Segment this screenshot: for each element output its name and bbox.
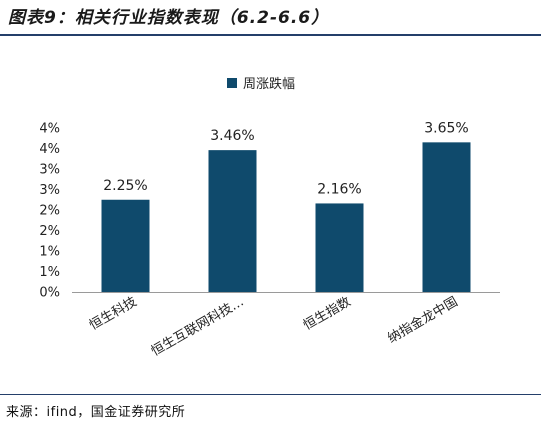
x-tick-label: 恒生互联网科技… [149,294,247,359]
source-note: 来源：ifind，国金证券研究所 [6,405,186,420]
y-tick-label: 2% [39,224,60,239]
y-axis-ticks: 0% 1% 1% 2% 2% 3% 3% 4% 4% [39,122,60,301]
y-tick-label: 1% [39,265,60,280]
y-tick-label: 4% [39,122,60,137]
x-tick-label: 纳指金龙中国 [385,294,461,347]
legend: 周涨跌幅 [227,76,295,92]
y-tick-label: 0% [39,286,60,301]
bar-value-label: 3.65% [424,120,468,136]
title-divider [0,34,541,36]
bar [208,150,257,292]
bar-value-label: 2.16% [317,181,361,197]
legend-swatch [227,78,237,88]
y-tick-label: 3% [39,163,60,178]
bar-chart: 周涨跌幅 0% 1% 1% 2% 2% 3% 3% 4% 4% 2.25% 3.46% 2.16% 3… [39,76,500,360]
data-labels: 2.25% 3.46% 2.16% 3.65% [103,120,468,197]
y-tick-label: 3% [39,183,60,198]
x-axis-ticks: 恒生科技 恒生互联网科技… 恒生指数 纳指金龙中国 [87,294,461,360]
bar [315,203,364,292]
bar [422,142,471,292]
y-tick-label: 1% [39,245,60,260]
bar [101,199,150,292]
y-tick-label: 4% [39,142,60,157]
chart-title: 图表9：相关行业指数表现（6.2-6.6） [8,8,330,28]
legend-label: 周涨跌幅 [243,76,295,92]
bar-value-label: 2.25% [103,178,147,194]
y-tick-label: 2% [39,204,60,219]
footer-divider [0,394,541,395]
bars [101,142,471,292]
bar-value-label: 3.46% [210,128,254,144]
x-tick-label: 恒生指数 [301,294,354,333]
x-tick-label: 恒生科技 [87,294,140,333]
